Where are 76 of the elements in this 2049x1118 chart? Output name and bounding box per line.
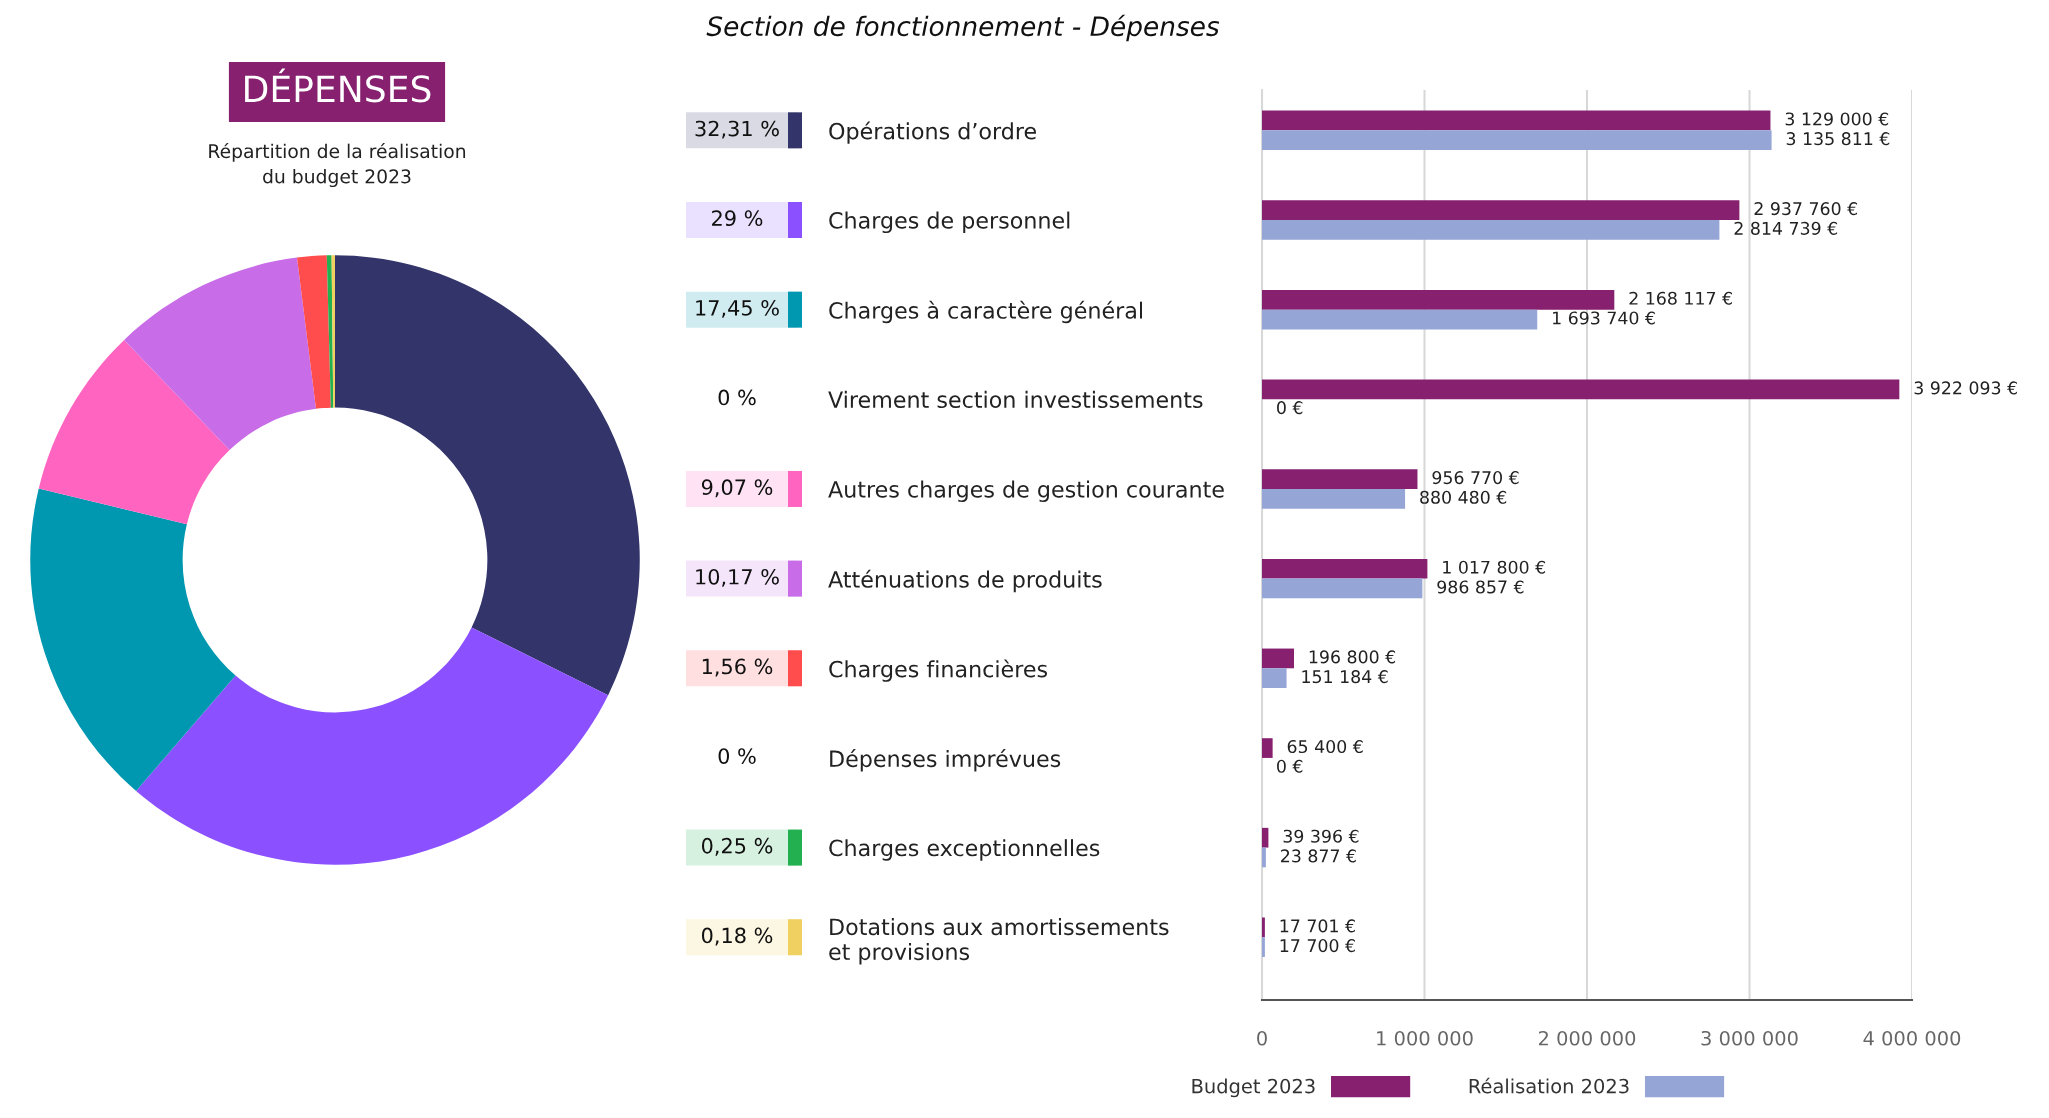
data-label: 1 693 740 € [1553,311,1655,325]
y-tick-label: Charges de personnel [829,211,1070,234]
bar [1262,937,1265,957]
bar [1262,488,1406,509]
donut-slice [30,488,236,791]
bar [1262,469,1418,489]
x-tick-label: 0 [1257,1030,1267,1046]
legend-label: Réalisation 2023 [1469,1077,1629,1094]
donut-slice [331,255,335,408]
bar [1262,130,1772,151]
data-label: 3 135 811 € [1786,132,1890,146]
bar [1262,917,1265,938]
data-label: 17 700 € [1280,939,1355,953]
bar [1262,558,1428,579]
text: 0,18 % [701,927,773,946]
donut-slice [38,339,230,525]
data-label: 3 922 093 € [1914,381,2017,395]
text: 32,31 % [695,120,779,139]
donut-slice [296,255,331,409]
x-tick-label: 1 000 000 [1377,1030,1473,1046]
data-label: 880 480 € [1420,490,1507,504]
data-label: 2 168 117 € [1629,291,1732,305]
text: 29 % [712,210,763,227]
bar [1262,648,1294,669]
x-tick-label: 4 000 000 [1863,1030,1961,1046]
data-label: 23 877 € [1281,849,1356,863]
data-label: 3 129 000 € [1785,112,1889,126]
legend-label: Budget 2023 [1192,1078,1315,1098]
y-tick-label: Autres charges de gestion courante [828,480,1224,503]
chart-title: DÉPENSES [245,68,431,103]
bar [1262,289,1615,310]
data-label: 956 770 € [1432,471,1519,485]
bar [1262,110,1771,131]
text: 0 % [718,748,756,764]
y-tick-label: Dotations aux amortissements et provisions [829,918,1169,965]
y-tick-label: Dépenses imprévues [830,749,1061,772]
data-label: 0 € [1277,759,1303,773]
donut-slice [124,257,316,450]
data-label: 65 400 € [1287,739,1363,754]
bar [1262,738,1273,758]
x-tick-label: 2 000 000 [1538,1030,1636,1046]
data-label: 17 701 € [1280,919,1355,933]
data-label: 2 814 739 € [1734,221,1838,235]
y-tick-label: Charges exceptionnelles [829,839,1100,861]
y-tick-label: Virement section investissements [828,390,1203,409]
data-label: 2 937 760 € [1754,202,1858,216]
text: 9,07 % [701,479,773,498]
data-label: 196 800 € [1309,650,1396,664]
text: 0,25 % [701,837,773,856]
data-label: 986 857 € [1437,580,1524,594]
bar [1262,309,1538,330]
data-label: 1 017 800 € [1443,560,1546,574]
data-label: 39 396 € [1283,829,1359,843]
donut-slice [335,255,640,696]
donut-slice [326,255,334,408]
bar [1262,379,1900,400]
y-tick-label: Charges financières [829,659,1048,682]
data-label: 0 € [1277,401,1303,415]
bar [1262,578,1423,599]
text: 17,45 % [696,299,779,318]
y-tick-label: Charges à caractère général [829,300,1143,324]
bar [1262,827,1269,848]
text: 10,17 % [696,568,779,587]
chart-subtitle: Répartition de la réalisation du budget 2023 [209,142,466,188]
text: 0 % [718,389,756,406]
bar [1262,200,1740,220]
text: 1,56 % [702,658,773,677]
bar [1262,668,1287,688]
bar [1262,847,1266,868]
data-label: 151 184 € [1302,670,1388,684]
y-tick-label: Opérations d’ordre [829,121,1036,144]
y-tick-label: Atténuations de produits [828,569,1102,593]
bar [1262,220,1720,240]
x-tick-label: 3 000 000 [1701,1030,1798,1046]
donut-slice [136,627,609,865]
text: Section de fonctionnement - Dépenses [706,14,1220,42]
